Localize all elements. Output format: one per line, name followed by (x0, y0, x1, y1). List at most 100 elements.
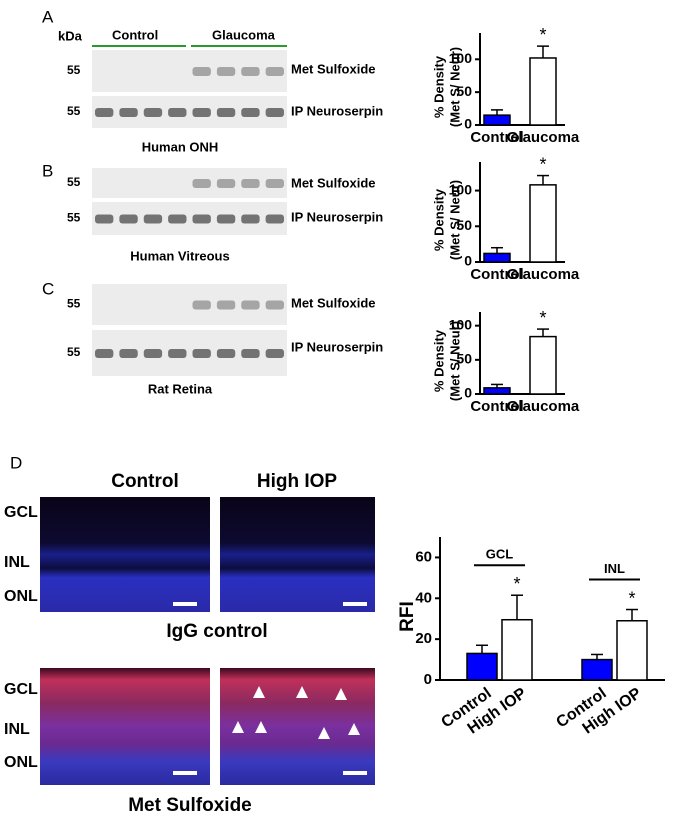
significance-marker: * (539, 154, 546, 174)
band-label: Met Sulfoxide (291, 61, 376, 76)
x-tick-label: Glaucoma (507, 398, 580, 415)
blot-band (241, 67, 260, 76)
bar (483, 114, 511, 126)
marker-label: 55 (67, 63, 81, 77)
layer-label: GCL (4, 504, 38, 521)
lane-group-label: Control (112, 27, 158, 42)
blot-caption: Human ONH (142, 139, 219, 154)
y-tick-label: 50 (456, 217, 472, 233)
blot-band (216, 67, 236, 76)
y-tick-label: 100 (449, 316, 473, 332)
panel-label: A (42, 7, 54, 26)
blot-band (265, 67, 284, 76)
blot-band (143, 214, 163, 224)
y-tick-label: 0 (464, 385, 472, 401)
blot-band (241, 300, 260, 310)
x-tick-label: Control (470, 266, 523, 283)
x-tick-label: Glaucoma (507, 129, 580, 146)
bar (529, 335, 557, 395)
x-tick-label: Control (470, 398, 523, 415)
blot-band (216, 300, 236, 310)
blot-band (95, 349, 114, 358)
blot-band (216, 349, 236, 358)
row-title: IgG control (166, 621, 267, 642)
panel-label: D (10, 453, 22, 472)
band-label: IP Neuroserpin (291, 103, 383, 118)
bar (501, 618, 533, 681)
bar (616, 620, 648, 681)
igg-control-image (40, 497, 210, 612)
blot-band (119, 349, 138, 358)
y-axis-label: RFI (397, 601, 418, 632)
group-label: GCL (486, 547, 514, 562)
marker-label: 55 (67, 297, 81, 311)
blot-band (241, 179, 260, 188)
y-axis-label: % Density (431, 329, 446, 392)
blot-band (265, 349, 284, 358)
x-tick-label: Control (470, 129, 523, 146)
bar (581, 658, 613, 681)
band-label: Met Sulfoxide (291, 295, 376, 310)
y-axis-label: % Density (431, 55, 446, 118)
blot-band (241, 214, 260, 224)
blot-band (192, 179, 211, 188)
marker-label: 55 (67, 104, 81, 118)
arrowheads (232, 686, 360, 739)
y-tick-label: 50 (456, 83, 472, 99)
x-tick-label: Glaucoma (507, 266, 580, 283)
y-tick-label: 0 (464, 116, 472, 132)
blot-band (192, 300, 211, 310)
scale-bars (173, 602, 367, 775)
layer-label: GCL (4, 681, 38, 698)
blot-band (265, 214, 284, 224)
y-tick-label: 60 (415, 548, 432, 565)
blot-band (265, 300, 284, 310)
blot-band (216, 214, 236, 224)
mets-control-image (40, 668, 210, 785)
column-title: Control (111, 471, 179, 492)
blot-band (119, 108, 138, 117)
band-label: IP Neuroserpin (291, 339, 383, 354)
column-title: High IOP (257, 471, 338, 492)
blot-band (168, 214, 187, 224)
marker-label: 55 (67, 211, 81, 225)
blot-band (143, 108, 163, 117)
bar (483, 252, 511, 263)
blot-band (192, 349, 211, 358)
y-tick-label: 50 (456, 351, 472, 367)
y-tick-label: 40 (415, 589, 432, 606)
layer-label: ONL (4, 754, 38, 771)
band-label: IP Neuroserpin (291, 209, 383, 224)
marker-label: 55 (67, 175, 81, 189)
y-axis-label: (Met S/ Neur) (447, 47, 462, 127)
band-label: Met Sulfoxide (291, 175, 376, 190)
significance-marker: * (628, 588, 635, 608)
blot-band (192, 108, 211, 117)
blot-band (216, 108, 236, 117)
blot-band (119, 214, 138, 224)
bar (529, 57, 557, 126)
group-label: INL (604, 561, 625, 576)
blot-band (95, 214, 114, 224)
significance-marker: * (513, 574, 520, 594)
mets-highiop-image (220, 668, 375, 785)
blot-caption: Human Vitreous (130, 248, 229, 263)
y-tick-label: 100 (449, 181, 473, 197)
blot-band (265, 108, 284, 117)
y-axis-label: % Density (431, 188, 446, 251)
y-tick-label: 0 (464, 253, 472, 269)
blot-band (241, 349, 260, 358)
bar (529, 184, 557, 263)
row-title: Met Sulfoxide (128, 795, 252, 816)
y-tick-label: 100 (449, 50, 473, 66)
bar (466, 652, 498, 681)
layer-label: ONL (4, 588, 38, 605)
layer-label: INL (4, 554, 30, 571)
blot-band (143, 349, 163, 358)
kda-label: kDa (58, 28, 83, 43)
marker-label: 55 (67, 345, 81, 359)
y-axis-label: (Met S/ Neur) (447, 321, 462, 401)
layer-label: INL (4, 721, 30, 738)
blot-band (192, 214, 211, 224)
